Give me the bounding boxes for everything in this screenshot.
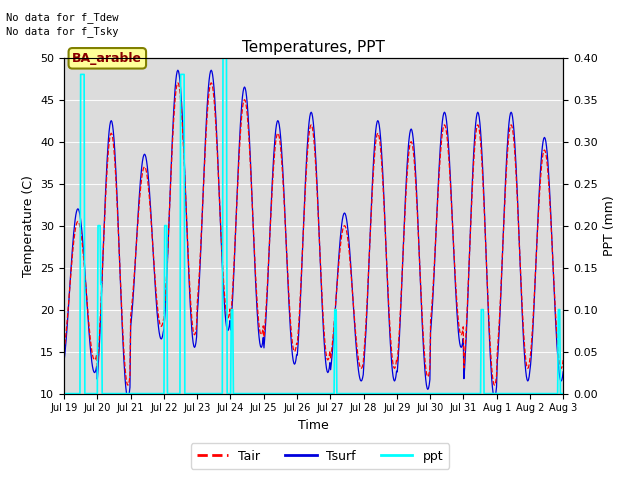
Text: BA_arable: BA_arable	[72, 52, 142, 65]
X-axis label: Time: Time	[298, 419, 329, 432]
Legend: Tair, Tsurf, ppt: Tair, Tsurf, ppt	[191, 444, 449, 469]
Text: No data for f_Tsky: No data for f_Tsky	[6, 26, 119, 37]
Text: No data for f_Tdew: No data for f_Tdew	[6, 12, 119, 23]
Title: Temperatures, PPT: Temperatures, PPT	[242, 40, 385, 55]
Y-axis label: Temperature (C): Temperature (C)	[22, 175, 35, 276]
Y-axis label: PPT (mm): PPT (mm)	[604, 195, 616, 256]
